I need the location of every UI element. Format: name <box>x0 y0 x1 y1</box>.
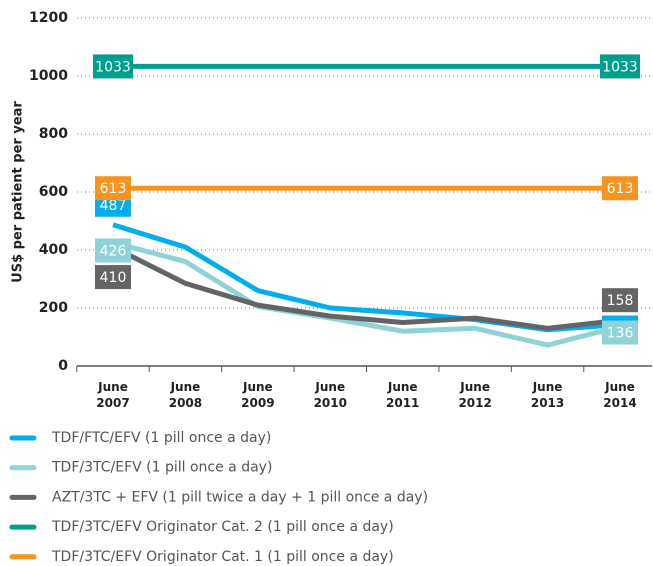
data-label: 613 <box>100 181 127 197</box>
series-line <box>112 222 621 333</box>
data-label: 136 <box>607 326 634 342</box>
x-tick-label: June 2014 <box>603 380 636 410</box>
data-label-box <box>602 320 638 345</box>
data-label-box <box>95 265 131 290</box>
data-label-box <box>93 54 133 79</box>
y-tick-label: 1200 <box>29 10 68 26</box>
y-tick-label: 1000 <box>29 68 68 84</box>
data-label: 487 <box>100 198 127 214</box>
y-axis-label: US$ per patient per year <box>11 101 26 283</box>
data-label-box <box>600 54 640 79</box>
data-label-box <box>602 176 638 201</box>
x-tick-label: June 2009 <box>241 380 274 410</box>
data-label: 1033 <box>602 59 638 75</box>
legend-label: TDF/3TC/EFV Originator Cat. 1 (1 pill on… <box>51 549 394 565</box>
series-line <box>111 244 621 331</box>
data-label: 158 <box>607 293 634 309</box>
data-label: 1033 <box>95 59 131 75</box>
x-tick-label: June 2011 <box>386 380 419 410</box>
x-tick-label: June 2013 <box>531 380 564 410</box>
y-tick-label: 600 <box>39 184 68 200</box>
legend-label: TDF/3TC/EFV (1 pill once a day) <box>51 460 272 476</box>
x-tick-label: June 2008 <box>169 380 202 410</box>
legend-label: TDF/3TC/EFV Originator Cat. 2 (1 pill on… <box>51 519 394 535</box>
y-tick-label: 800 <box>39 126 68 142</box>
series-line <box>112 240 621 348</box>
y-tick-label: 200 <box>39 300 68 316</box>
data-label-box <box>95 238 131 263</box>
data-label-box <box>95 176 131 201</box>
data-label-box <box>602 288 638 313</box>
y-tick-label: 0 <box>58 358 68 374</box>
legend-label: AZT/3TC + EFV (1 pill twice a day + 1 pi… <box>52 489 428 505</box>
x-tick-label: June 2010 <box>314 380 347 410</box>
x-tick-label: June 2007 <box>96 380 129 410</box>
data-label: 410 <box>100 270 127 286</box>
x-tick-label: June 2012 <box>458 380 491 410</box>
legend-label: TDF/FTC/EFV (1 pill once a day) <box>51 430 271 446</box>
data-label: 613 <box>607 181 634 197</box>
data-label: 426 <box>100 243 127 259</box>
y-tick-label: 400 <box>39 242 68 258</box>
